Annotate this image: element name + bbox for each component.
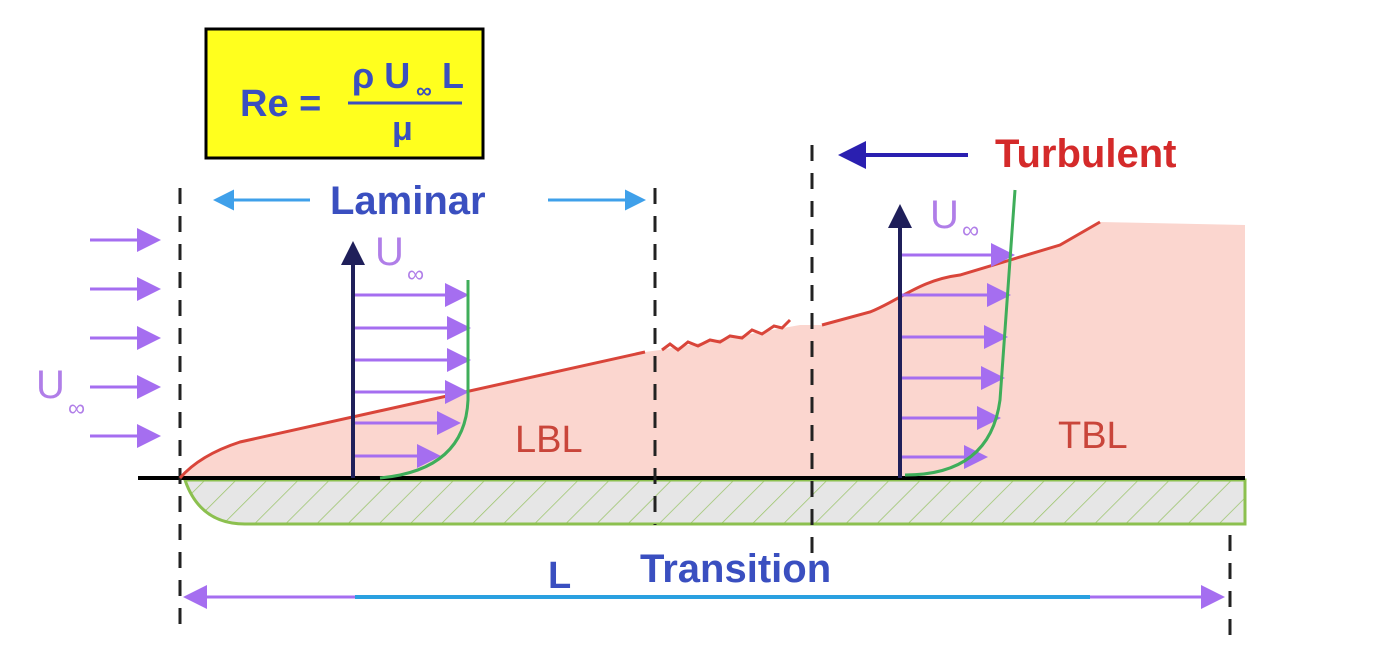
length-label: L [548, 555, 571, 597]
velocity-symbol: U [930, 193, 959, 237]
velocity-subscript: ∞ [962, 217, 979, 244]
formula-lhs: Re = [240, 83, 321, 125]
formula-numerator: ρ U [352, 55, 410, 96]
lbl-label: LBL [515, 419, 583, 461]
velocity-subscript: ∞ [407, 261, 424, 288]
drawing [90, 141, 1247, 636]
transition-label: Transition [640, 547, 831, 591]
velocity-symbol: U [36, 363, 65, 407]
formula-subscript: ∞ [416, 78, 432, 103]
formula-numerator-end: L [442, 55, 464, 96]
laminar-label: Laminar [330, 179, 486, 223]
turbulent-label: Turbulent [995, 132, 1176, 176]
formula-box: Re = ρ U ∞ L μ [204, 27, 485, 160]
tbl-label: TBL [1058, 415, 1128, 457]
formula-denominator: μ [392, 110, 413, 148]
velocity-subscript: ∞ [68, 395, 85, 422]
velocity-symbol: U [375, 230, 404, 274]
